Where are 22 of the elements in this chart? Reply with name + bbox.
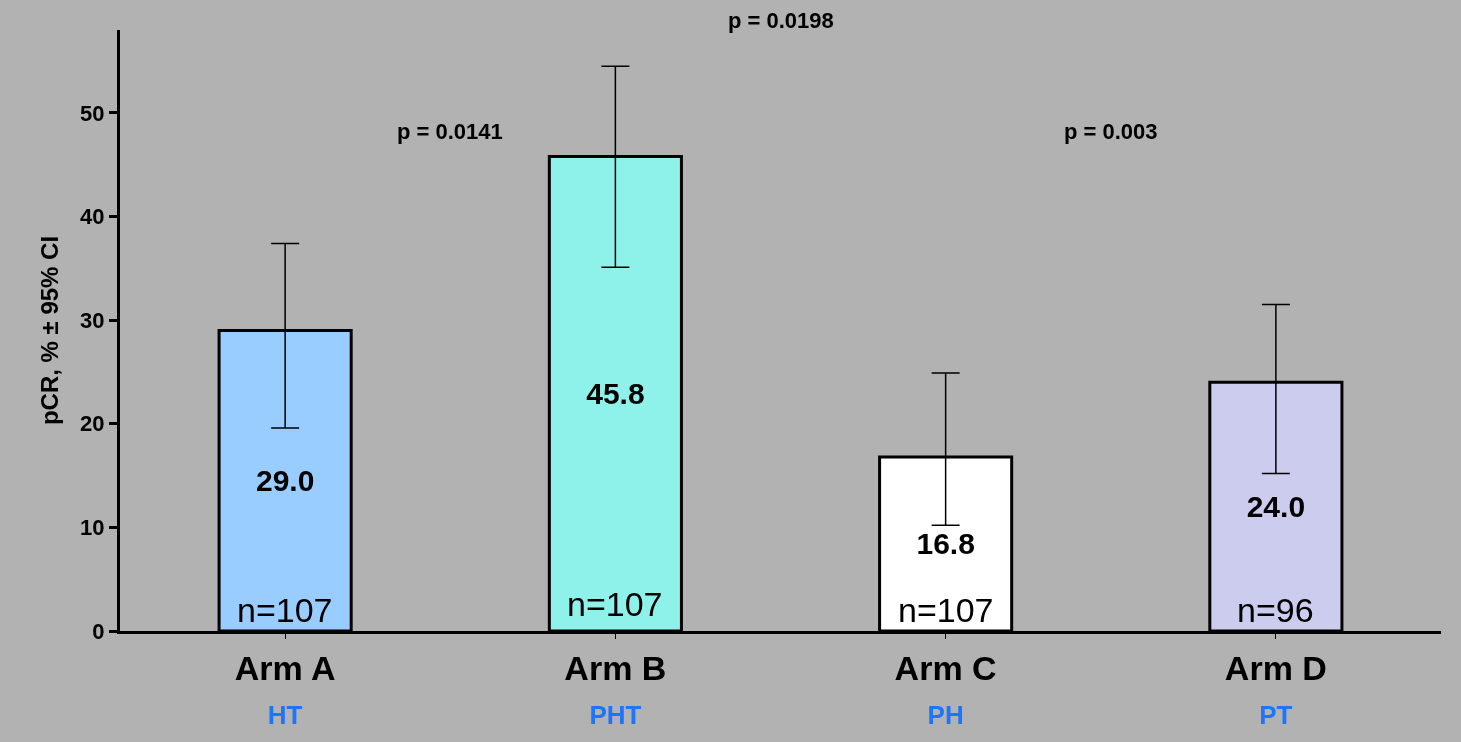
x-tick-label: Arm A HT [234,648,336,730]
y-tick-label: 20 [80,411,105,437]
annotation: n=107 [898,591,994,629]
annotation: p = 0.0198 [728,8,834,33]
annotation: p = 0.003 [1064,119,1158,144]
y-tick-label: 0 [92,618,105,644]
data-label: 45.8 [586,377,645,411]
x-tick-label: Arm B PHT [564,648,667,730]
data-label: 24.0 [1246,490,1306,524]
y-tick-label: 30 [80,307,105,333]
y-tick-label: 40 [80,204,105,230]
annotation: n=107 [567,585,663,623]
annotation: n=107 [237,591,333,629]
x-tick-label: Arm D PT [1224,648,1327,730]
y-axis-title: pCR, % ± 95% CI [36,235,64,426]
annotation: n=96 [1237,591,1314,629]
y-tick-label: 50 [80,100,105,126]
y-tick-label: 10 [80,515,105,541]
data-label: 29.0 [255,464,315,498]
x-tick-label: Arm C PH [894,648,997,730]
data-label: 16.8 [916,527,975,561]
annotation: p = 0.0141 [397,119,503,144]
